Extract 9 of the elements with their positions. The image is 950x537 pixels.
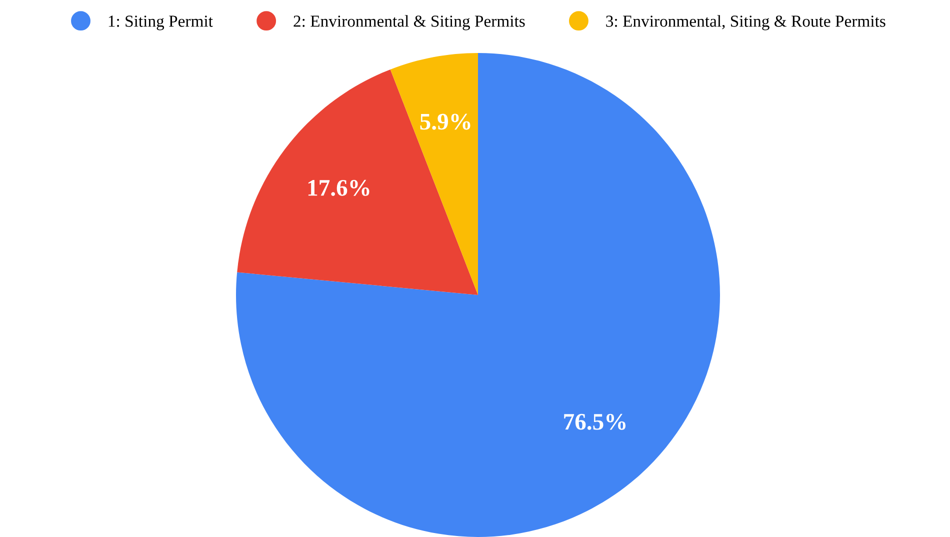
pie-slice bbox=[390, 53, 478, 295]
pie-slice bbox=[236, 53, 720, 537]
data-label: 5.9% bbox=[420, 114, 470, 130]
data-label: 17.6% bbox=[308, 180, 370, 196]
legend-label: 3: Environmental, Siting & Route Permits bbox=[606, 15, 886, 30]
pie-slice bbox=[237, 69, 478, 295]
legend-label: 2: Environmental & Siting Permits bbox=[294, 15, 525, 30]
legend-label: 1: Siting Permit bbox=[108, 16, 213, 30]
data-label: 76.5% bbox=[564, 414, 626, 430]
